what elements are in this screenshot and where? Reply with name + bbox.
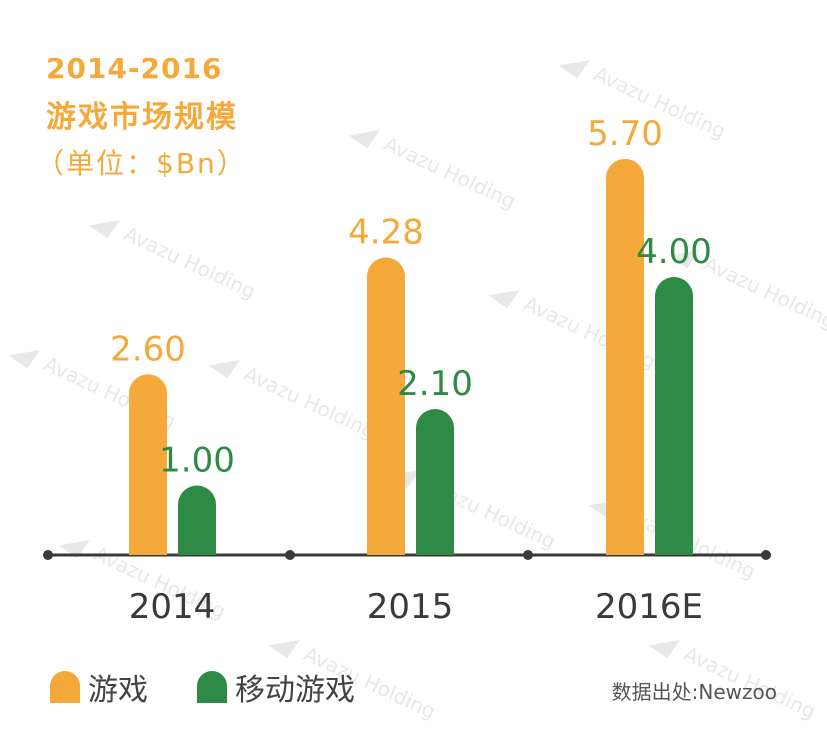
bar-games-2016E xyxy=(606,158,644,555)
bar-mobile-games-2015 xyxy=(416,409,454,555)
data-label-mobile-games-2016E: 4.00 xyxy=(636,232,712,272)
chart-subtitle: 游戏市场规模 xyxy=(46,100,238,135)
data-label-games-2015: 4.28 xyxy=(348,213,424,253)
unit-label: （单位：$Bn） xyxy=(36,147,247,180)
legend-label-mobile-games: 移动游戏 xyxy=(235,673,355,708)
data-label-games-2014: 2.60 xyxy=(110,329,186,369)
axis-dot-3 xyxy=(761,550,771,560)
legend-item-mobile-games: 移动游戏 xyxy=(197,667,355,708)
axis-dot-1 xyxy=(285,550,295,560)
x-tick-label-2016E: 2016E xyxy=(595,587,703,627)
legend-swatch-mobile-games xyxy=(197,671,227,703)
bar-mobile-games-2014 xyxy=(178,485,216,555)
axis-dot-0 xyxy=(43,550,53,560)
data-label-games-2016E: 5.70 xyxy=(587,114,663,154)
x-tick-label-2015: 2015 xyxy=(367,587,454,627)
axis-dot-2 xyxy=(523,550,533,560)
legend-label-games: 游戏 xyxy=(88,673,148,708)
bar-mobile-games-2016E xyxy=(655,277,693,555)
bar-games-2015 xyxy=(367,257,405,555)
data-label-mobile-games-2014: 1.00 xyxy=(159,441,235,481)
legend-swatch-games xyxy=(50,671,80,703)
data-label-mobile-games-2015: 2.10 xyxy=(397,364,473,404)
x-tick-label-2014: 2014 xyxy=(129,587,216,627)
legend-item-games: 游戏 xyxy=(50,667,148,708)
bar-games-2014 xyxy=(129,374,167,555)
chart-title: 2014-2016 xyxy=(46,52,223,85)
source-note: 数据出处:Newzoo xyxy=(611,680,777,704)
